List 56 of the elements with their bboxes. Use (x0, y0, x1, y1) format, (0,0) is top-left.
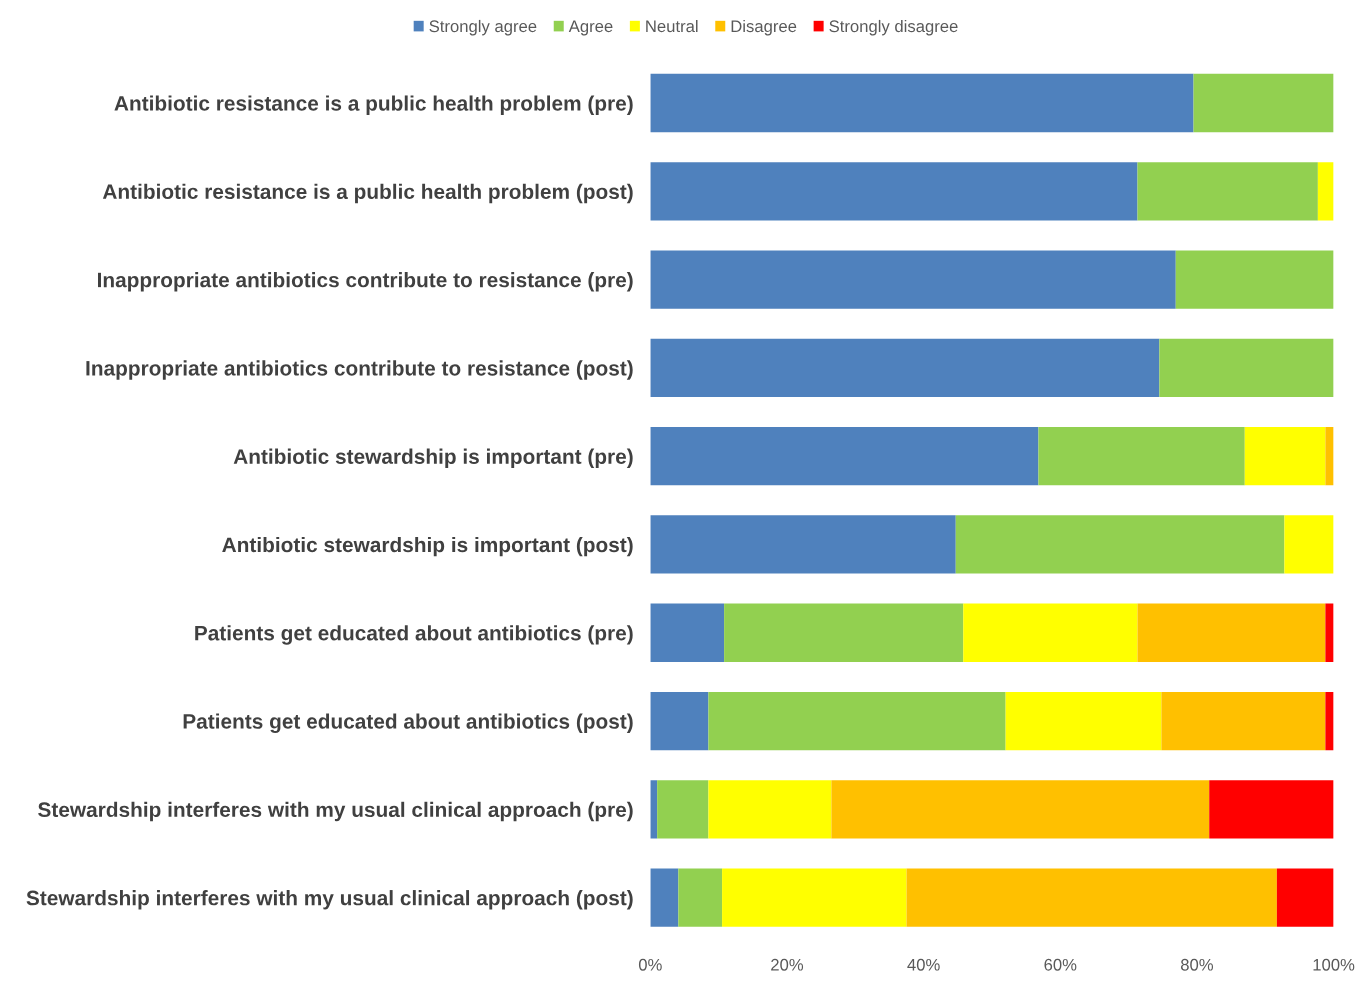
bar (650, 73, 1194, 133)
legend-label: Strongly agree (429, 19, 537, 36)
bar (1244, 427, 1326, 486)
bar (955, 515, 1285, 574)
bar (1325, 691, 1334, 751)
x-tick-label: 0% (638, 958, 662, 971)
bar (1317, 162, 1334, 221)
bar (650, 515, 956, 574)
y-tick-label: Stewardship interferes with my usual clinical approach (post) (26, 890, 633, 910)
y-tick-label: Patients get educated about antibiotics (pre) (195, 625, 633, 645)
x-tick-label: 40% (907, 958, 940, 971)
bar (1161, 691, 1326, 751)
y-tick-label: Inappropriate antibiotics contribute to resistance (post) (86, 360, 633, 380)
bar (650, 162, 1138, 221)
bar (1284, 515, 1334, 574)
bar (1005, 691, 1162, 751)
bar (722, 868, 907, 927)
bar (1175, 250, 1334, 309)
bar (708, 691, 1006, 751)
bar (1137, 162, 1318, 221)
y-tick-label: Antibiotic resistance is a public health problem (pre) (114, 95, 633, 115)
y-tick-label: Antibiotic stewardship is important (post) (222, 536, 633, 557)
bar (963, 603, 1138, 662)
bar (650, 868, 679, 927)
y-tick-label: Stewardship interferes with my usual clinical approach (pre) (38, 801, 633, 822)
x-tick-label: 100% (1313, 958, 1355, 971)
bar (1038, 427, 1245, 486)
x-tick-label: 60% (1044, 958, 1077, 971)
bar (1325, 603, 1334, 662)
bar (657, 780, 709, 839)
legend-label: Neutral (646, 19, 698, 33)
bar (1159, 338, 1334, 398)
bar (650, 691, 709, 751)
bar (906, 868, 1277, 927)
bar (650, 427, 1039, 486)
legend-label: Agree (568, 20, 613, 36)
y-tick-label: Patients get educated about antibiotics (post) (183, 713, 633, 733)
y-tick-label: Antibiotic resistance is a public health problem (post) (102, 183, 633, 204)
bar (1193, 73, 1334, 133)
y-tick-label: Antibiotic stewardship is important (pre) (233, 448, 633, 469)
bar (831, 780, 1210, 839)
bar (1276, 868, 1334, 927)
x-tick-label: 80% (1180, 958, 1214, 971)
bar (678, 868, 723, 927)
bar (708, 780, 832, 839)
bar (650, 250, 1176, 309)
bar (650, 603, 725, 662)
legend-label: Disagree (731, 19, 797, 36)
bar (724, 603, 964, 662)
legend-label: Strongly disagree (829, 19, 958, 36)
bar (650, 338, 1160, 398)
bar (1137, 603, 1326, 662)
x-tick-label: 20% (771, 958, 804, 971)
bar (1209, 780, 1334, 839)
y-tick-label: Inappropriate antibiotics contribute to resistance (pre) (97, 272, 633, 292)
bar (1325, 427, 1334, 486)
